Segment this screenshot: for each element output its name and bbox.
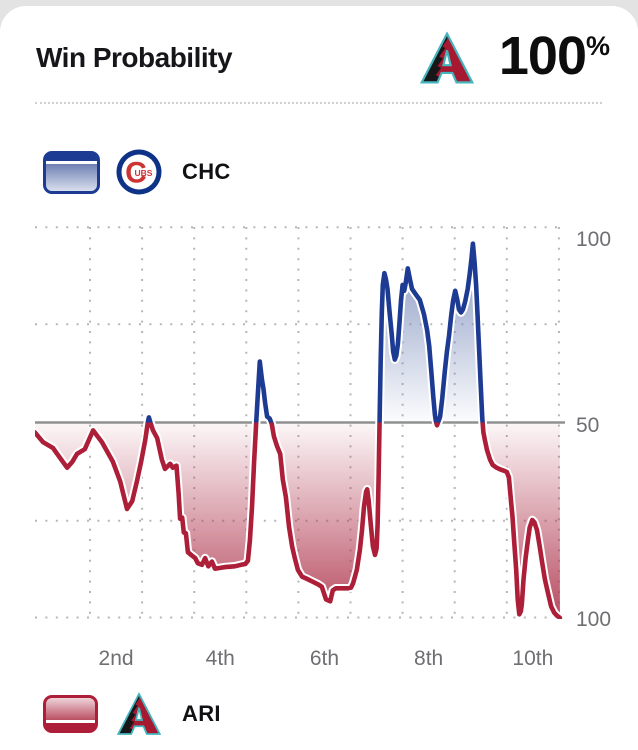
- win-probability-card: Win Probability 100 % CHC: [0, 6, 638, 750]
- y-tick-label: 100: [576, 228, 612, 251]
- ari-probability-line: [32, 422, 563, 621]
- x-tick-label: 6th: [309, 647, 340, 670]
- header-winner-score: 100 %: [419, 28, 610, 86]
- chc-area-swatch: [43, 150, 100, 194]
- ari-team-abbr: ARI: [182, 701, 221, 726]
- ari-area-swatch: [43, 695, 98, 733]
- win-probability-chart[interactable]: 100 50 100 2nd 4th 6th 8th 10th: [30, 226, 635, 676]
- x-tick-label: 2nd: [98, 647, 134, 670]
- page-title: Win Probability: [36, 42, 233, 73]
- x-tick-label: 8th: [414, 647, 444, 670]
- percent-symbol: %: [585, 31, 610, 61]
- x-tick-label: 10th: [512, 647, 554, 670]
- y-tick-label: 100: [576, 608, 612, 631]
- ari-area-fill: [34, 422, 560, 618]
- x-tick-label: 4th: [205, 647, 235, 670]
- y-tick-label: 50: [576, 414, 600, 437]
- cubs-logo-icon: [116, 149, 162, 195]
- dotted-divider: [35, 102, 602, 104]
- diamondbacks-logo-icon: [419, 30, 475, 86]
- diamondbacks-logo-icon: [116, 692, 162, 736]
- win-percentage-value: 100: [498, 26, 587, 86]
- chart-plot[interactable]: [30, 226, 565, 623]
- legend-ari: ARI: [43, 692, 221, 736]
- chc-team-abbr: CHC: [182, 159, 231, 184]
- legend-chc: CHC: [43, 148, 231, 196]
- win-percentage: 100 %: [499, 28, 610, 84]
